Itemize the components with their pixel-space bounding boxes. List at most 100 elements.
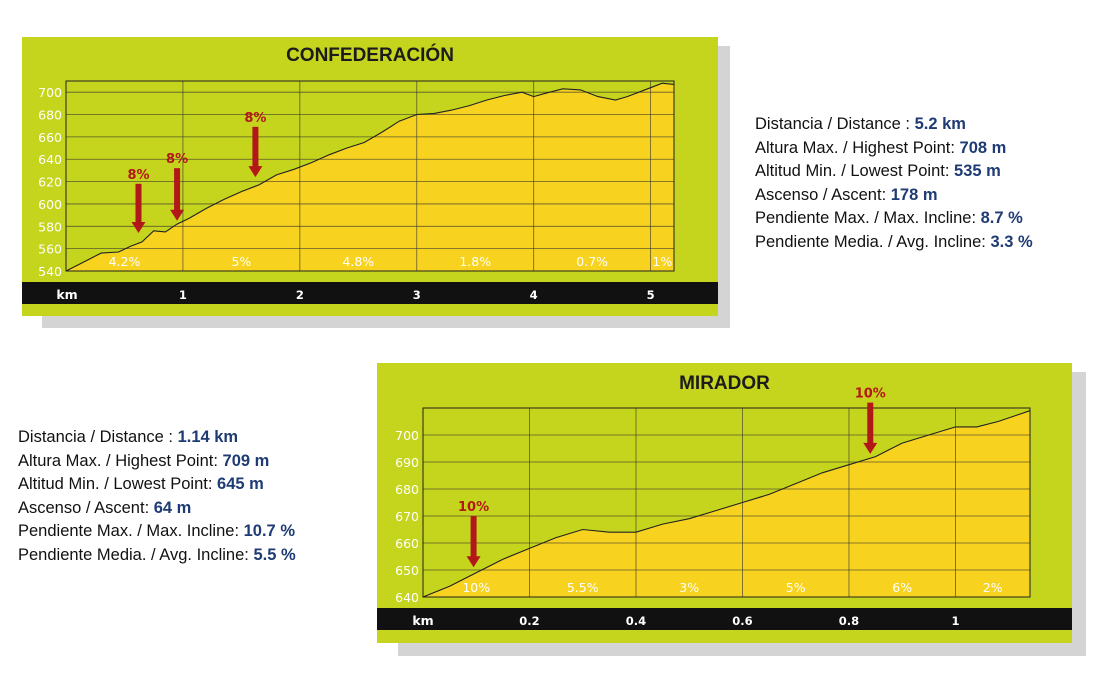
max-incline-marker: 8% [127,168,150,233]
x-tick-label: 5 [647,288,655,302]
segment-grade-label: 1% [652,254,672,269]
mirador-stats: Distancia / Distance : 1.14 km Altura Max… [18,426,296,567]
y-tick-label: 680 [38,108,62,123]
max-incline-marker: 8% [166,152,188,221]
stat-label: Pendiente Max. / Max. Incline: [755,209,981,227]
x-tick-label: 0.2 [519,614,539,628]
segment-grade-label: 4.2% [109,254,141,269]
x-tick-label: 0.8 [839,614,859,628]
stat-label: Pendiente Media. / Avg. Incline: [755,232,991,251]
elevation-area [66,83,674,271]
confederacion-stats: Distancia / Distance : 5.2 km Altura Max.… [755,113,1033,254]
x-tick-label: 1 [179,288,187,302]
y-tick-label: 680 [395,482,419,497]
y-tick-label: 640 [395,590,419,605]
stat-value: 535 m [954,162,1001,180]
segment-grade-label: 3% [679,580,699,595]
stat-row: Altitud Min. / Lowest Point: 535 m [755,160,1033,184]
stat-value: 178 m [890,185,938,204]
confederacion-panel: CONFEDERACIÓN 540 560 580 600 620 640 660 680 70… [22,37,718,316]
stat-value: 5.2 km [914,115,966,133]
stat-row: Distancia / Distance : 5.2 km [755,113,1033,137]
elevation-area [423,410,1030,597]
segment-grade-label: 0.7% [576,254,608,269]
segment-grade-label: 5.5% [567,580,599,595]
stat-row: Altura Max. / Highest Point: 709 m [18,450,296,474]
mirador-panel: MIRADOR 640 650 660 670 680 690 700 10% 5.5% 3% 5%… [377,363,1072,643]
stat-row: Ascenso / Ascent: 178 m [755,184,1033,208]
max-incline-marker: 10% [855,387,886,454]
segment-grade-label: 6% [892,580,912,595]
stat-label: Pendiente Media. / Avg. Incline: [18,545,254,564]
stat-label: Altura Max. / Highest Point: [755,138,960,157]
y-tick-label: 690 [395,455,419,470]
y-tick-label: 640 [38,152,62,167]
y-tick-label: 620 [38,175,62,190]
stat-row: Pendiente Media. / Avg. Incline: 3.3 % [755,231,1033,255]
marker-arrow-head [863,442,878,454]
y-tick-label: 600 [38,197,62,212]
segment-grade-label: 4.8% [342,254,374,269]
stat-row: Ascenso / Ascent: 64 m [18,497,296,521]
x-tick-label: 0.4 [626,614,646,628]
x-tick-label: 0.6 [732,614,752,628]
stat-value: 64 m [153,498,192,517]
marker-arrow-head [248,166,263,178]
stat-value: 1.14 km [177,428,239,446]
max-incline-marker: 8% [244,111,266,178]
stat-label: Distancia / Distance : [755,115,915,133]
stat-value: 8.7 % [980,209,1023,227]
stat-value: 10.7 % [243,522,295,540]
marker-arrow-shaft [135,183,142,223]
x-axis-label: km [412,613,433,628]
stat-label: Ascenso / Ascent: [18,498,154,517]
elevation-line [422,410,1031,598]
marker-arrow-head [170,209,185,221]
x-tick-label: 4 [530,288,538,302]
km-axis-bar [377,608,1072,630]
stat-label: Distancia / Distance : [18,428,178,446]
stat-label: Altitud Min. / Lowest Point: [18,475,218,493]
stat-label: Pendiente Max. / Max. Incline: [18,522,244,540]
marker-arrow-shaft [252,126,259,168]
stat-row: Pendiente Max. / Max. Incline: 10.7 % [18,520,296,544]
marker-label: 10% [458,500,489,515]
stat-value: 709 m [222,451,270,470]
confederacion-elevation-chart: 540 560 580 600 620 640 660 680 700 4.2% 5% 4.8% 1.8… [38,80,675,302]
marker-arrow-head [466,556,481,568]
stat-row: Distancia / Distance : 1.14 km [18,426,296,450]
segment-grade-label: 10% [462,580,490,595]
segment-grade-label: 2% [983,580,1003,595]
marker-label: 10% [855,387,886,402]
stat-label: Ascenso / Ascent: [755,185,891,204]
marker-label: 8% [166,152,188,167]
y-tick-label: 650 [395,563,419,578]
plot-border [422,407,1031,598]
x-tick-label: 2 [296,288,304,302]
marker-arrow-shaft [470,516,477,558]
stat-value: 3.3 % [990,232,1033,251]
plot-border [65,80,675,272]
marker-label: 8% [127,168,149,183]
stat-label: Altitud Min. / Lowest Point: [755,162,955,180]
y-tick-label: 660 [38,130,62,145]
stat-value: 708 m [959,138,1007,157]
stat-row: Pendiente Max. / Max. Incline: 8.7 % [755,207,1033,231]
segment-grade-label: 1.8% [459,254,491,269]
y-tick-label: 660 [395,536,419,551]
segment-grade-label: 5% [786,580,806,595]
y-tick-label: 540 [38,264,62,279]
max-incline-marker: 10% [458,500,489,568]
chart-title: CONFEDERACIÓN [286,45,454,66]
stat-value: 5.5 % [253,545,296,564]
stat-row: Pendiente Media. / Avg. Incline: 5.5 % [18,544,296,568]
marker-arrow-shaft [867,402,874,444]
stat-value: 645 m [217,475,264,493]
elevation-line [65,82,675,272]
y-tick-label: 700 [395,428,419,443]
y-tick-label: 670 [395,509,419,524]
segment-grade-label: 5% [231,254,251,269]
mirador-elevation-chart: 640 650 660 670 680 690 700 10% 5.5% 3% 5% 6% 2% km 0.… [395,387,1031,628]
x-tick-label: 3 [413,288,421,302]
marker-arrow-shaft [174,168,181,211]
